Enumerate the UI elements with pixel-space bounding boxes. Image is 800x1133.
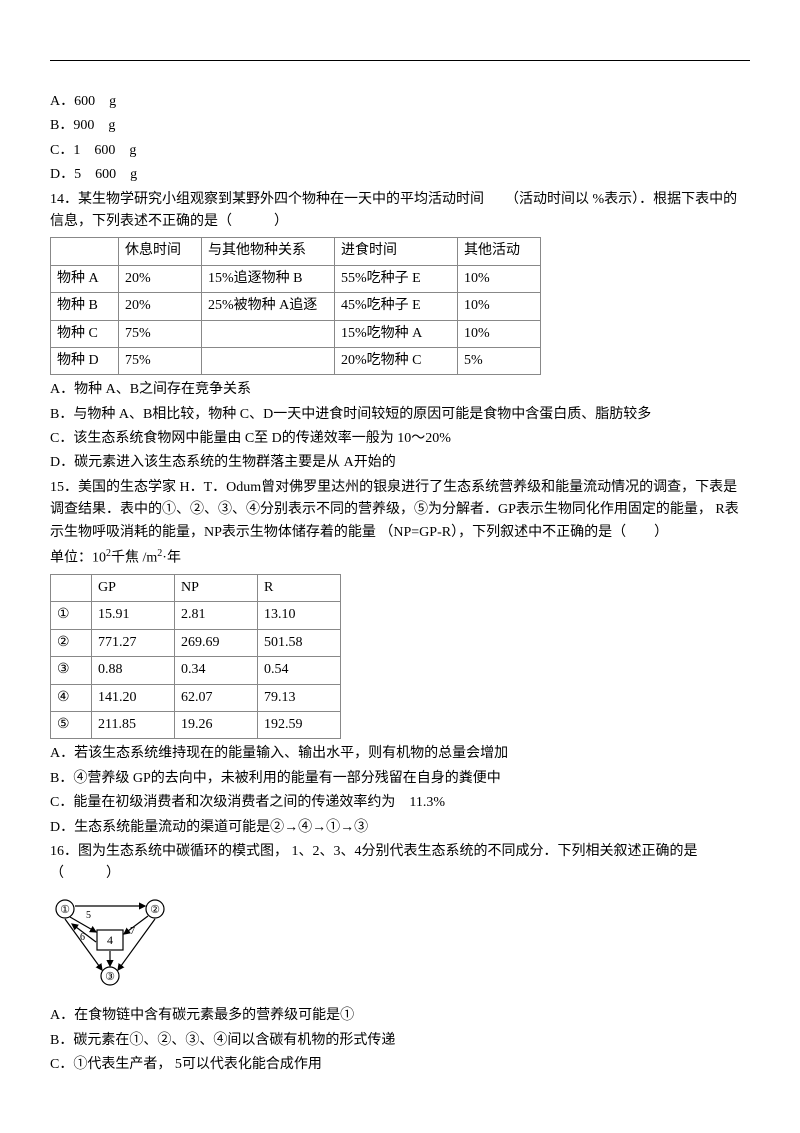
table-cell: 20% [119, 293, 202, 320]
table-cell: NP [175, 575, 258, 602]
table-cell: GP [92, 575, 175, 602]
table-cell: 15%吃物种 A [335, 320, 458, 347]
svg-text:4: 4 [107, 933, 113, 947]
table-cell: 其他活动 [458, 238, 541, 265]
table-cell: 13.10 [258, 602, 341, 629]
table-cell: ⑤ [51, 712, 92, 739]
table-cell: 20%吃物种 C [335, 347, 458, 374]
table-cell: 0.54 [258, 657, 341, 684]
table-cell: 771.27 [92, 629, 175, 656]
table-cell [51, 575, 92, 602]
q13-opt-b: B．900 g [50, 115, 750, 137]
table-cell: 269.69 [175, 629, 258, 656]
q14-table: 休息时间 与其他物种关系 进食时间 其他活动 物种 A 20% 15%追逐物种 … [50, 237, 541, 375]
q14-opt-c: C．该生态系统食物网中能量由 C至 D的传递效率一般为 10～20% [50, 428, 750, 450]
table-cell: 物种 A [51, 265, 119, 292]
q14-opt-b: B．与物种 A、B相比较，物种 C、D一天中进食时间较短的原因可能是食物中含蛋白… [50, 404, 750, 426]
table-cell: 75% [119, 320, 202, 347]
table-cell: ④ [51, 684, 92, 711]
q15-opt-d: D．生态系统能量流动的渠道可能是②→④→①→③ [50, 817, 750, 839]
table-cell: 62.07 [175, 684, 258, 711]
table-cell: 19.26 [175, 712, 258, 739]
table-cell: ② [51, 629, 92, 656]
svg-text:③: ③ [105, 971, 115, 983]
svg-text:②: ② [150, 904, 160, 916]
table-cell: 20% [119, 265, 202, 292]
q13-opt-c: C．1 600 g [50, 140, 750, 162]
q15-unit: 单位：102千焦 /m2·年 [50, 546, 750, 570]
q16-stem: 16．图为生态系统中碳循环的模式图， 1、2、3、4分别代表生态系统的不同成分．… [50, 841, 750, 886]
svg-text:5: 5 [86, 910, 91, 921]
q15-opt-a: A．若该生态系统维持现在的能量输入、输出水平，则有机物的总量会增加 [50, 743, 750, 765]
q14-opt-d: D．碳元素进入该生态系统的生物群落主要是从 A开始的 [50, 452, 750, 474]
table-cell: 物种 C [51, 320, 119, 347]
table-cell: 0.34 [175, 657, 258, 684]
table-cell: 25%被物种 A追逐 [202, 293, 335, 320]
table-cell: 75% [119, 347, 202, 374]
table-cell: 211.85 [92, 712, 175, 739]
table-cell: 与其他物种关系 [202, 238, 335, 265]
table-cell [51, 238, 119, 265]
svg-text:6: 6 [80, 932, 85, 943]
table-cell: 0.88 [92, 657, 175, 684]
table-cell: 141.20 [92, 684, 175, 711]
table-cell: 79.13 [258, 684, 341, 711]
table-cell: 物种 D [51, 347, 119, 374]
q15-stem: 15．美国的生态学家 H．T．Odum曾对佛罗里达州的银泉进行了生态系统营养级和… [50, 477, 750, 544]
q15-table: GP NP R ① 15.91 2.81 13.10 ② 771.27 269.… [50, 574, 341, 739]
table-cell: 休息时间 [119, 238, 202, 265]
table-cell: R [258, 575, 341, 602]
q16-opt-c: C．①代表生产者， 5可以代表化能合成作用 [50, 1054, 750, 1076]
top-rule [50, 60, 750, 61]
svg-text:7: 7 [130, 926, 135, 937]
q15-opt-b: B．④营养级 GP的去向中，未被利用的能量有一部分残留在自身的粪便中 [50, 768, 750, 790]
table-cell: 15%追逐物种 B [202, 265, 335, 292]
table-cell: 55%吃种子 E [335, 265, 458, 292]
table-cell: 501.58 [258, 629, 341, 656]
q16-diagram: ① ② ③ 4 5 6 7 [50, 894, 750, 997]
q14-opt-a: A．物种 A、B之间存在竞争关系 [50, 379, 750, 401]
unit-text: ·年 [162, 551, 181, 566]
q16-opt-a: A．在食物链中含有碳元素最多的营养级可能是① [50, 1005, 750, 1027]
table-cell: 10% [458, 320, 541, 347]
q13-opt-d: D．5 600 g [50, 164, 750, 186]
table-cell: ① [51, 602, 92, 629]
q14-stem: 14．某生物学研究小组观察到某野外四个物种在一天中的平均活动时间 （活动时间以 … [50, 189, 750, 234]
q15-opt-c: C．能量在初级消费者和次级消费者之间的传递效率约为 11.3% [50, 792, 750, 814]
table-cell: 10% [458, 293, 541, 320]
table-cell: 192.59 [258, 712, 341, 739]
table-cell [202, 347, 335, 374]
unit-text: 千焦 /m [111, 551, 157, 566]
q16-opt-b: B．碳元素在①、②、③、④间以含碳有机物的形式传递 [50, 1030, 750, 1052]
svg-text:①: ① [60, 904, 70, 916]
table-cell: 物种 B [51, 293, 119, 320]
table-cell: 2.81 [175, 602, 258, 629]
q13-opt-a: A．600 g [50, 91, 750, 113]
table-cell [202, 320, 335, 347]
table-cell: 进食时间 [335, 238, 458, 265]
table-cell: 15.91 [92, 602, 175, 629]
unit-text: 单位：10 [50, 551, 106, 566]
table-cell: 10% [458, 265, 541, 292]
table-cell: 45%吃种子 E [335, 293, 458, 320]
table-cell: ③ [51, 657, 92, 684]
table-cell: 5% [458, 347, 541, 374]
